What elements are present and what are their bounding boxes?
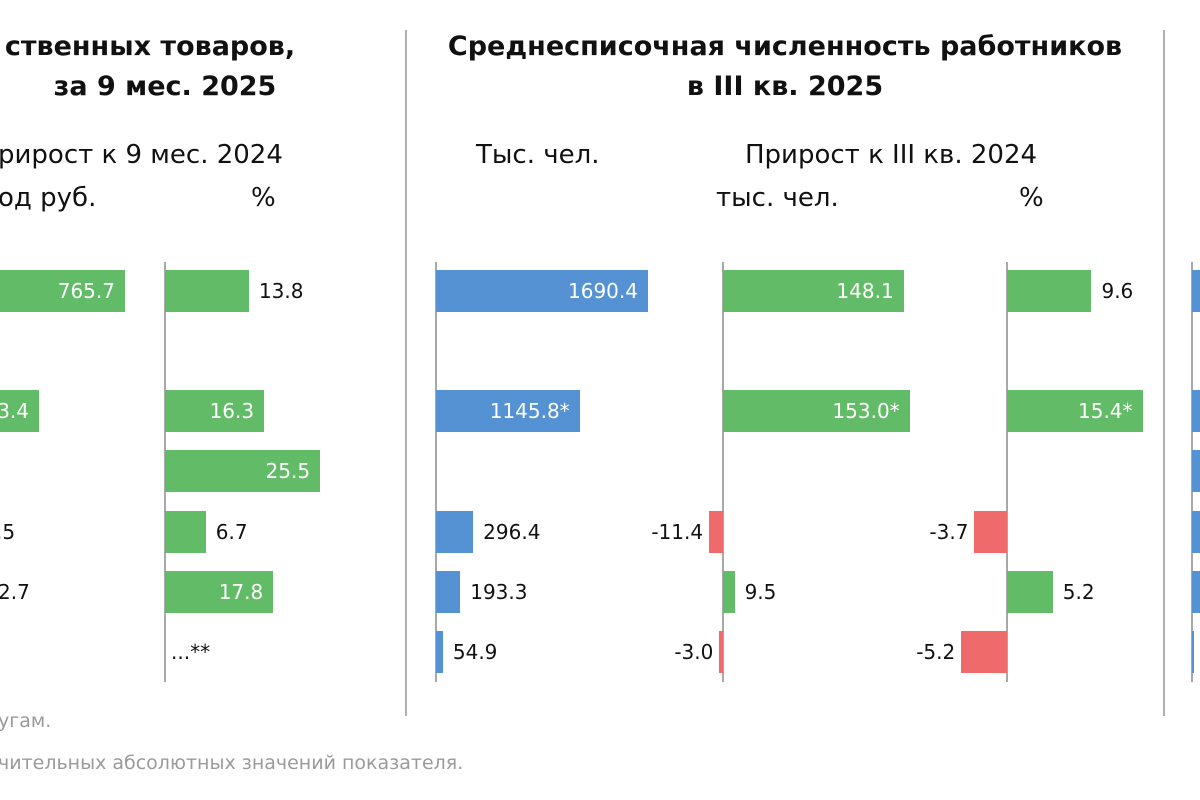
bar — [436, 631, 443, 673]
data-label: -5.2 — [916, 640, 956, 664]
bar — [436, 511, 474, 553]
left-title-line1: ственных товаров, — [4, 31, 296, 62]
bar — [0, 270, 125, 312]
bar — [1192, 571, 1200, 613]
bar — [961, 631, 1007, 673]
bar — [1192, 511, 1200, 553]
data-label: 13.8 — [258, 279, 304, 303]
data-label: 17.8 — [218, 580, 264, 604]
data-label: ...** — [171, 640, 211, 664]
bar — [165, 450, 321, 492]
data-label: 16.3 — [209, 399, 255, 423]
bar — [436, 571, 461, 613]
data-label: 193.3 — [470, 580, 528, 604]
data-label: -11.4 — [651, 520, 704, 544]
middle-total-axis — [435, 262, 437, 682]
middle-title-line2: в III кв. 2025 — [686, 71, 884, 102]
data-label: 25.5 — [265, 459, 311, 483]
middle-unit-abs: тыс. чел. — [716, 183, 839, 213]
middle-title-line1: Среднесписочная численность работников — [447, 31, 1123, 62]
bar — [723, 390, 910, 432]
data-label: 148.1 — [836, 279, 894, 303]
left-title-line2: за 9 мес. 2025 — [53, 71, 277, 102]
data-label: 6.7 — [215, 520, 248, 544]
data-label: .5 — [0, 520, 16, 544]
data-label: 1690.4 — [568, 279, 638, 303]
data-label: 5.2 — [1062, 580, 1095, 604]
panel-divider — [1163, 30, 1165, 716]
left-title: ственных товаров, за 9 мес. 2025 — [0, 27, 300, 107]
middle-col-total: Тыс. чел. — [476, 140, 600, 170]
bar — [709, 511, 723, 553]
data-label: 3.4 — [0, 399, 29, 423]
bar — [165, 390, 265, 432]
data-label: 153.0* — [832, 399, 900, 423]
bar — [1007, 390, 1143, 432]
left-unit-abs: од руб. — [0, 183, 97, 213]
left-subtitle: рирост к 9 мес. 2024 — [0, 140, 283, 170]
bar — [1192, 450, 1200, 492]
bar — [165, 270, 249, 312]
data-label: 9.6 — [1101, 279, 1134, 303]
middle-growth-abs-axis — [722, 262, 724, 682]
left-unit-pct: % — [251, 183, 276, 213]
bar — [1192, 631, 1194, 673]
bar — [719, 631, 723, 673]
data-label: 9.5 — [744, 580, 777, 604]
data-label: 296.4 — [483, 520, 541, 544]
bar — [1007, 571, 1053, 613]
footnote-1: угам. — [0, 710, 52, 732]
data-label: -3.7 — [929, 520, 969, 544]
bar — [436, 390, 580, 432]
middle-col-growth: Прирост к III кв. 2024 — [745, 140, 1038, 170]
panel-divider — [405, 30, 407, 716]
bar — [165, 511, 206, 553]
data-label: 54.9 — [452, 640, 498, 664]
bar — [165, 571, 274, 613]
bar — [0, 390, 39, 432]
bar — [436, 270, 648, 312]
data-label: 765.7 — [57, 279, 115, 303]
bar — [1192, 390, 1200, 432]
data-label: 2.7 — [0, 580, 30, 604]
data-label: 15.4* — [1078, 399, 1133, 423]
bar — [974, 511, 1007, 553]
footnote-2: чительных абсолютных значений показателя… — [0, 752, 464, 774]
bar — [723, 571, 735, 613]
middle-unit-pct: % — [1019, 183, 1044, 213]
bar — [1007, 270, 1092, 312]
bar — [1192, 270, 1200, 312]
data-label: 1145.8* — [489, 399, 570, 423]
middle-title: Среднесписочная численность работников в… — [406, 27, 1164, 107]
bar — [723, 270, 904, 312]
data-label: -3.0 — [674, 640, 714, 664]
middle-growth-pct-axis — [1006, 262, 1008, 682]
